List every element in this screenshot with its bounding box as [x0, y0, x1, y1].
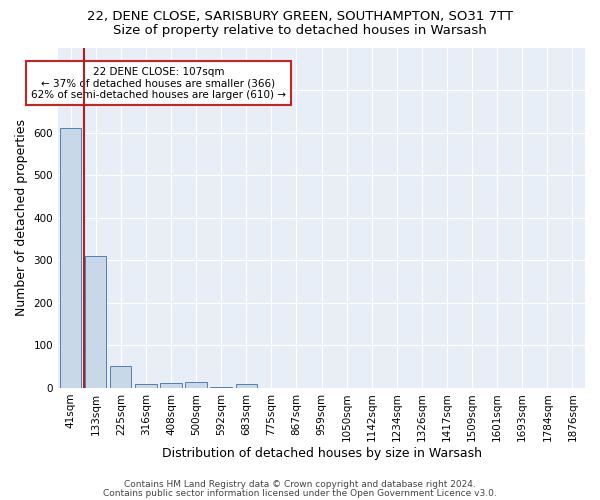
Bar	[60, 128, 81, 388]
Bar	[135, 384, 157, 388]
Bar	[185, 382, 207, 388]
Text: Size of property relative to detached houses in Warsash: Size of property relative to detached ho…	[113, 24, 487, 37]
Bar	[236, 384, 257, 388]
Y-axis label: Number of detached properties: Number of detached properties	[15, 119, 28, 316]
X-axis label: Distribution of detached houses by size in Warsash: Distribution of detached houses by size …	[161, 447, 482, 460]
Bar	[110, 366, 131, 388]
Text: Contains HM Land Registry data © Crown copyright and database right 2024.: Contains HM Land Registry data © Crown c…	[124, 480, 476, 489]
Text: Contains public sector information licensed under the Open Government Licence v3: Contains public sector information licen…	[103, 488, 497, 498]
Text: 22, DENE CLOSE, SARISBURY GREEN, SOUTHAMPTON, SO31 7TT: 22, DENE CLOSE, SARISBURY GREEN, SOUTHAM…	[87, 10, 513, 23]
Bar	[160, 382, 182, 388]
Text: 22 DENE CLOSE: 107sqm
← 37% of detached houses are smaller (366)
62% of semi-det: 22 DENE CLOSE: 107sqm ← 37% of detached …	[31, 66, 286, 100]
Bar	[211, 387, 232, 388]
Bar	[85, 256, 106, 388]
